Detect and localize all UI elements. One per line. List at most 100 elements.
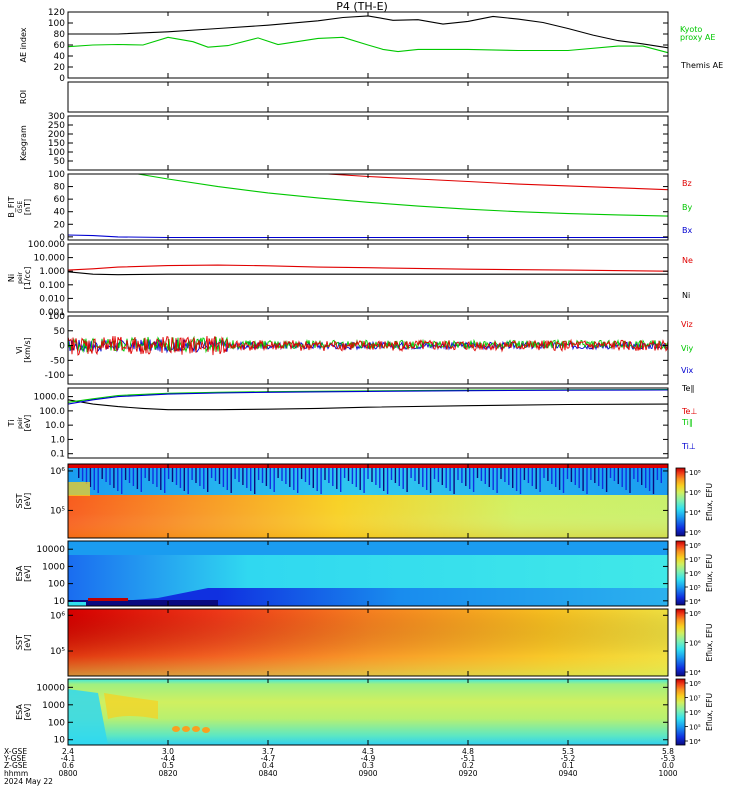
sst-electron-noise <box>148 468 150 481</box>
footer-value-x: 2.4 <box>62 747 74 756</box>
sst-electron-noise <box>641 468 643 485</box>
esa-ion-hotspot <box>192 726 200 732</box>
ytick-label-b: 40 <box>54 208 66 218</box>
ytick-label-ae: 0 <box>59 74 65 84</box>
footer-value-hhmm: 0920 <box>458 769 477 778</box>
ylabel-sst_e: SST <box>15 493 24 508</box>
footer-value-x: 5.8 <box>662 747 674 756</box>
sst-electron-noise <box>210 468 213 478</box>
footer-value-hhmm: 1000 <box>658 769 677 778</box>
footer-value-hhmm: 0940 <box>558 769 577 778</box>
ytick-label-n: 10.000 <box>34 254 66 264</box>
colorbar-tick-label-cb1: 10⁶ <box>689 529 701 537</box>
ytick-label-t: 0.1 <box>51 450 65 460</box>
footer-value-z: 0.5 <box>162 761 174 770</box>
sst-electron-noise <box>257 468 260 480</box>
sst-electron-noise <box>269 468 271 489</box>
footer-row-label-3: hhmm <box>4 769 28 778</box>
sst-electron-noise <box>199 468 201 486</box>
sst-electron-noise <box>238 468 240 482</box>
legend-ae-2: Themis AE <box>680 61 723 70</box>
sst-electron-noise <box>508 468 510 485</box>
sst-electron-noise <box>504 468 506 482</box>
sst-electron-noise <box>359 468 361 490</box>
sst-electron-noise <box>625 468 627 490</box>
footer-value-y: -5.1 <box>461 754 476 763</box>
sst-electron-noise <box>140 468 142 492</box>
legend-v-2: Vix <box>681 366 694 375</box>
esa-ion-hotspot <box>172 726 180 732</box>
sst-electron-noise <box>136 468 139 489</box>
sst-electron-noise <box>629 468 631 493</box>
sst-electron-noise <box>429 468 432 493</box>
colorbar-tick-label-cb2: 10⁴ <box>689 598 701 606</box>
sst-electron-noise <box>543 468 545 478</box>
sst-electron-noise <box>605 468 608 492</box>
sst-electron-noise <box>648 468 651 491</box>
sst-electron-noise <box>261 468 264 483</box>
colorbar-tick-label-cb4: 10⁸ <box>689 680 701 688</box>
sst-electron-noise <box>637 468 639 482</box>
sst-electron-noise <box>246 468 248 488</box>
esa-electron-mid-band <box>68 555 668 602</box>
series-ae-themis-ae <box>68 15 669 49</box>
sst-electron-noise <box>340 468 342 492</box>
esa-ion-flux <box>68 679 668 745</box>
sst-electron-noise <box>152 468 154 484</box>
sst-electron-noise <box>81 468 84 481</box>
sst-electron-noise <box>426 468 428 490</box>
sst-electron-noise <box>414 468 416 481</box>
sst-electron-noise <box>144 468 146 478</box>
sst-electron-noise <box>367 468 369 479</box>
colorbar-cb1 <box>675 467 686 537</box>
sst-electron-noise <box>132 468 135 486</box>
sst-electron-noise <box>273 468 275 492</box>
ytick-label-v: -100 <box>45 371 66 381</box>
sst-electron-noise <box>449 468 451 491</box>
sst-electron-noise <box>183 468 185 491</box>
colorbar-label-cb3: Eflux, EFU <box>705 624 714 662</box>
colorbar-tick-label-cb4: 10⁴ <box>689 738 701 746</box>
colorbar-tick-label-cb3: 10⁶ <box>689 640 701 648</box>
footer-value-y: -4.7 <box>261 754 276 763</box>
ylabel-n: peir <box>17 272 24 284</box>
ytick-label-n: 0.100 <box>39 281 65 291</box>
footer-row-label-4: 2024 May 22 <box>4 777 53 786</box>
legend-t-2: Ti∥ <box>681 418 693 427</box>
ytick-label-t: 1000.0 <box>34 393 66 403</box>
sst-electron-noise <box>175 468 178 485</box>
ylabel-b: [nT] <box>23 199 32 215</box>
sst-electron-noise <box>336 468 338 489</box>
colorbar-tick-label-cb2: 10⁷ <box>689 556 701 564</box>
colorbar-tick-label-cb3: 10⁴ <box>689 669 701 677</box>
sst-electron-noise <box>601 468 604 489</box>
colorbar-tick-label-cb1: 10⁶ <box>689 489 701 497</box>
footer-row-label-1: Y-GSE <box>3 754 26 763</box>
series-v-viz <box>67 335 669 356</box>
panel-frame-b <box>67 173 669 241</box>
colorbar-tick-label-cb4: 10⁶ <box>689 709 701 717</box>
ytick-label-n: 1.000 <box>39 267 65 277</box>
sst-electron-noise <box>453 468 455 494</box>
ytick-label-b: 60 <box>54 195 66 205</box>
ytick-label-sst_e: 10⁶ <box>50 467 65 477</box>
sst-electron-noise <box>195 468 197 483</box>
sst-electron-noise <box>355 468 357 487</box>
ytick-label-t: 10.0 <box>45 421 65 431</box>
sst-electron-noise <box>410 468 412 478</box>
colorbar-layer: 10⁶ 10⁴ 10⁶ 10⁸ Eflux, EFU 10⁴ 10⁵ 10⁶ 10⁷ 10⁸ Efl… <box>675 467 714 746</box>
footer-value-hhmm: 0840 <box>258 769 277 778</box>
series-n-ne <box>67 264 669 272</box>
sst-electron-noise <box>297 468 299 493</box>
legend-b-0: Bz <box>682 179 692 188</box>
footer-value-z: 0.1 <box>562 761 574 770</box>
sst-electron-noise <box>617 468 619 484</box>
footer-value-y: -5.3 <box>661 754 676 763</box>
ytick-label-ae: 40 <box>54 52 66 62</box>
ytick-label-b: 100 <box>48 170 65 180</box>
sst-electron-noise <box>167 468 170 479</box>
ylabel-ae: AE index <box>19 27 28 62</box>
spectrogram-layer <box>68 464 668 745</box>
